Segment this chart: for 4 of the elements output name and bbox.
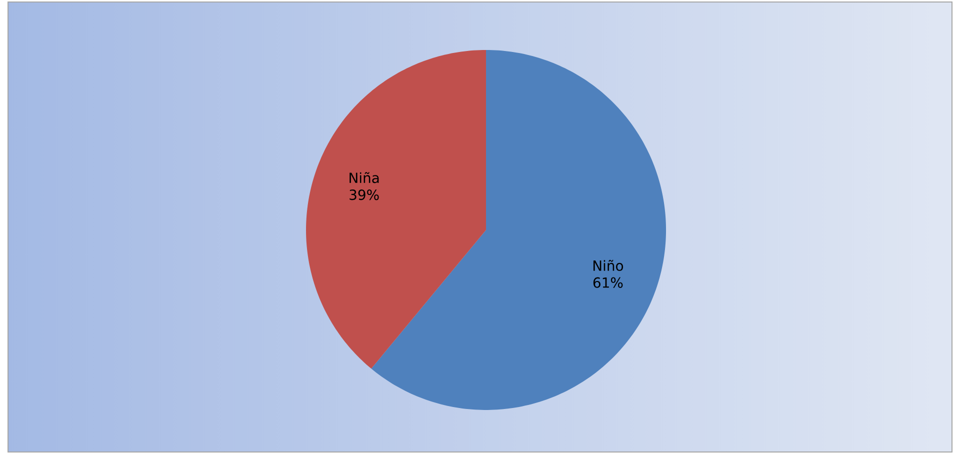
data-label: 39% bbox=[350, 190, 379, 200]
slice-label: Niña bbox=[350, 172, 379, 184]
data-label: 61% bbox=[593, 277, 623, 288]
slice-label: Niño bbox=[593, 260, 624, 271]
